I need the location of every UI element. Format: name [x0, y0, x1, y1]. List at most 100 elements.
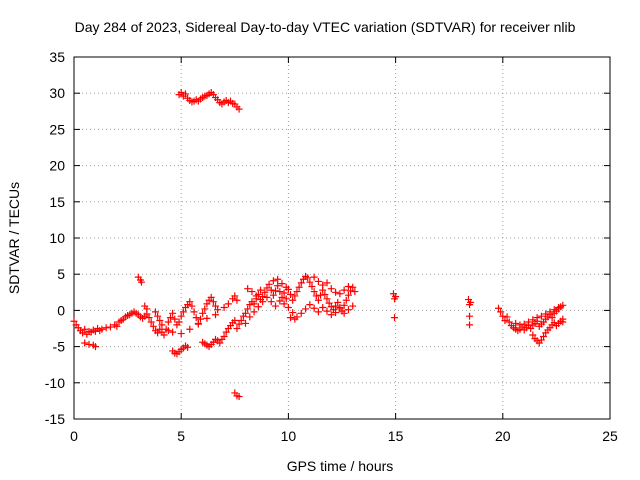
data-point [336, 290, 344, 298]
data-point [81, 325, 89, 333]
data-point [344, 306, 352, 314]
data-point [327, 285, 335, 293]
data-point [91, 343, 99, 351]
data-point [160, 331, 168, 339]
data-point [278, 280, 286, 288]
data-point [269, 277, 277, 285]
data-point [304, 274, 312, 282]
data-point [317, 291, 325, 299]
data-point [231, 317, 239, 325]
data-point [98, 325, 106, 333]
data-point [269, 291, 277, 299]
data-point [214, 306, 222, 314]
data-point [276, 297, 284, 305]
data-point [138, 278, 146, 286]
data-point [158, 321, 166, 329]
data-point [278, 293, 286, 301]
data-point [516, 321, 524, 329]
x-axis-label: GPS time / hours [287, 458, 394, 474]
data-point [321, 290, 329, 298]
data-point [175, 318, 183, 326]
data-point [79, 329, 87, 337]
data-point [254, 303, 262, 311]
data-point [347, 287, 355, 295]
data-point [555, 304, 563, 312]
data-point [274, 282, 282, 290]
data-point [179, 308, 187, 316]
data-point [216, 339, 224, 347]
data-point [272, 302, 280, 310]
data-point [540, 332, 548, 340]
data-point [559, 318, 567, 326]
data-point [261, 288, 269, 296]
data-point [344, 283, 352, 291]
data-point [349, 302, 357, 310]
data-point [314, 296, 322, 304]
data-point [143, 305, 151, 313]
data-point [529, 331, 537, 339]
data-point [287, 314, 295, 322]
data-point [177, 312, 185, 320]
data-point [186, 325, 194, 333]
data-point [203, 300, 211, 308]
data-point [291, 292, 299, 300]
data-point [512, 319, 520, 327]
data-point [295, 283, 303, 291]
y-tick-label: 15 [49, 194, 65, 210]
data-point [257, 286, 265, 294]
data-point [242, 319, 250, 327]
data-point [332, 288, 340, 296]
data-point [222, 328, 230, 336]
data-point [233, 325, 241, 332]
axis-ticks: 0 5 10 15 20 25 -15 -10 -5 0 5 10 15 20 25 30 35 [45, 49, 618, 444]
data-point [166, 314, 174, 322]
data-point [314, 308, 322, 316]
data-point [164, 327, 172, 335]
data-point [548, 314, 556, 322]
data-point [527, 325, 535, 332]
data-point [257, 296, 265, 304]
data-point [235, 393, 243, 401]
data-point [177, 330, 185, 338]
data-point [231, 292, 239, 300]
x-tick-label: 10 [281, 428, 297, 444]
data-point [336, 305, 344, 313]
data-point [306, 301, 314, 309]
data-point [192, 314, 200, 322]
data-point [220, 304, 228, 312]
data-point [85, 340, 93, 348]
data-point [235, 320, 243, 328]
data-point [310, 304, 318, 312]
y-tick-label: 10 [49, 230, 65, 246]
data-point [250, 308, 258, 316]
data-point [263, 293, 271, 301]
data-point [323, 279, 331, 287]
data-point [533, 314, 541, 322]
data-point [151, 308, 159, 316]
data-point [207, 293, 215, 301]
data-point [529, 316, 537, 324]
data-point [332, 309, 340, 317]
y-tick-label: 0 [57, 302, 65, 318]
data-point [466, 312, 474, 320]
data-point [199, 309, 207, 317]
data-point [501, 317, 509, 325]
data-point [293, 288, 301, 296]
data-point [184, 343, 192, 351]
data-point [284, 304, 292, 312]
data-point [289, 309, 297, 317]
data-point [323, 295, 331, 303]
x-tick-label: 20 [495, 428, 511, 444]
data-point [201, 305, 209, 313]
data-point [340, 286, 348, 294]
data-point [149, 322, 157, 330]
data-point [224, 300, 232, 308]
data-point [248, 288, 256, 296]
data-point [106, 323, 114, 331]
data-point [212, 302, 220, 310]
data-point [246, 313, 254, 321]
data-point [194, 320, 202, 328]
y-tick-label: -15 [45, 411, 65, 427]
data-point [156, 317, 164, 325]
data-point [314, 277, 322, 285]
